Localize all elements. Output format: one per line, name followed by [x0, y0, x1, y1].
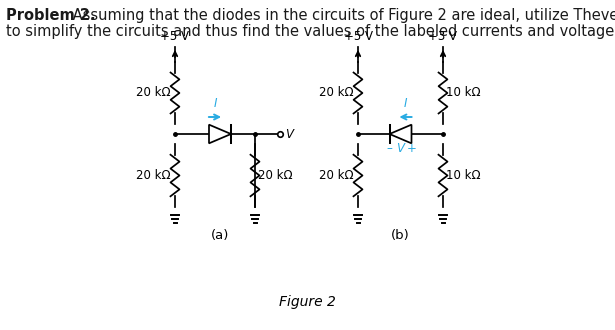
Text: +3 V: +3 V — [429, 30, 458, 43]
Text: to simplify the circuits and thus find the values of the labeled currents and vo: to simplify the circuits and thus find t… — [6, 24, 615, 39]
Text: 20 kΩ: 20 kΩ — [137, 86, 171, 100]
Text: Figure 2: Figure 2 — [279, 295, 335, 309]
Text: 20 kΩ: 20 kΩ — [319, 169, 354, 182]
Text: 20 kΩ: 20 kΩ — [258, 169, 293, 182]
Text: (a): (a) — [211, 229, 229, 242]
Text: Assuming that the diodes in the circuits of Figure 2 are ideal, utilize Thevenin: Assuming that the diodes in the circuits… — [68, 8, 615, 23]
Text: (b): (b) — [391, 229, 410, 242]
Text: 10 kΩ: 10 kΩ — [446, 86, 481, 100]
Text: 20 kΩ: 20 kΩ — [137, 169, 171, 182]
Text: Problem 2.: Problem 2. — [6, 8, 95, 23]
Text: –: – — [387, 143, 392, 155]
Text: 20 kΩ: 20 kΩ — [319, 86, 354, 100]
Text: +5 V: +5 V — [344, 30, 373, 43]
Text: +5 V: +5 V — [161, 30, 189, 43]
Text: V: V — [397, 143, 405, 155]
Text: I: I — [404, 97, 407, 110]
Text: +: + — [407, 143, 416, 155]
Text: I: I — [213, 97, 216, 110]
Text: V: V — [285, 127, 293, 141]
Text: 10 kΩ: 10 kΩ — [446, 169, 481, 182]
